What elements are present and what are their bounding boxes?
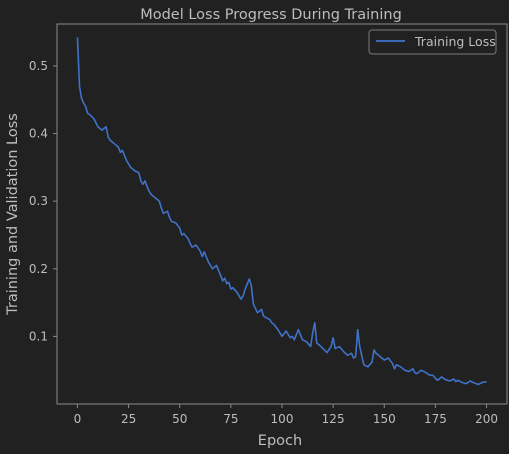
y-axis-label: Training and Validation Loss (5, 113, 21, 316)
legend: Training Loss (368, 29, 497, 55)
legend-box (368, 29, 497, 55)
y-tick-label: 0.5 (29, 59, 48, 73)
legend-label: Training Loss (414, 34, 496, 49)
x-axis-label: Epoch (258, 433, 302, 449)
x-tick-label: 50 (172, 412, 187, 426)
x-tick-label: 200 (475, 412, 498, 426)
y-tick-label: 0.3 (29, 194, 48, 208)
plot-frame (56, 23, 508, 405)
x-tick-label: 0 (74, 412, 82, 426)
y-tick-label: 0.2 (29, 262, 48, 276)
x-tick-label: 100 (271, 412, 294, 426)
x-tick-label: 125 (322, 412, 345, 426)
series-line-training-loss (76, 37, 487, 386)
y-tick-label: 0.4 (29, 127, 48, 141)
x-tick-label: 150 (373, 412, 396, 426)
x-tick-label: 75 (223, 412, 238, 426)
axis-ticks: 0 25 50 75 100 125 150 175 200 0.1 0.2 0.3 0.4 0.5 (29, 59, 498, 426)
y-tick-label: 0.1 (29, 329, 48, 343)
series-layer (76, 37, 487, 386)
x-tick-label: 175 (424, 412, 447, 426)
chart-title: Model Loss Progress During Training (140, 7, 402, 23)
x-tick-label: 25 (121, 412, 136, 426)
